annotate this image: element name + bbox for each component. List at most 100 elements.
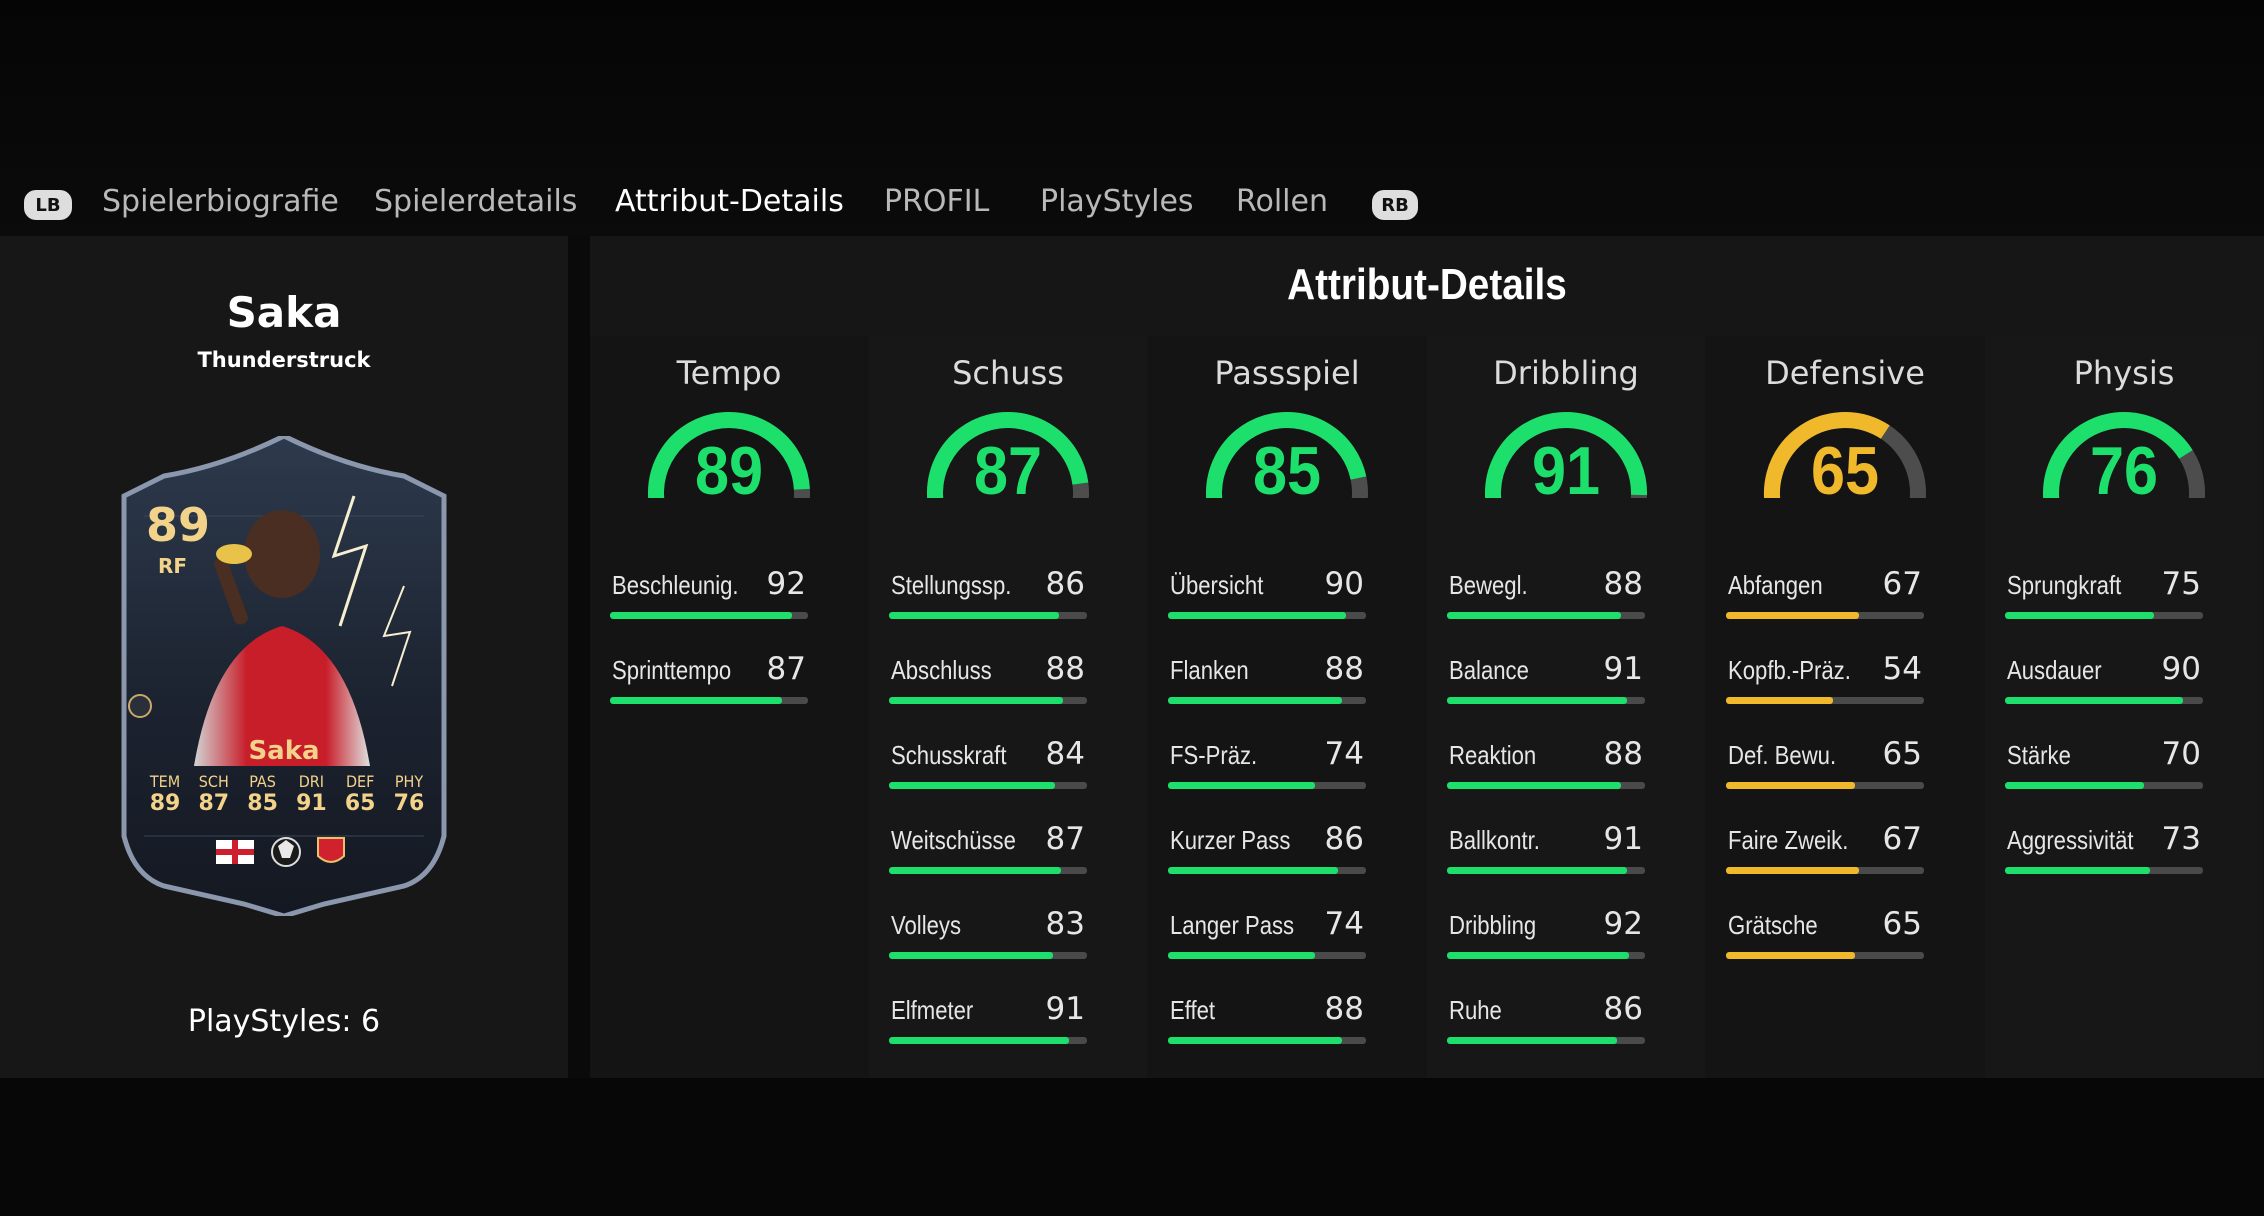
attribute-title: Attribut-Details <box>1287 260 1567 309</box>
tab-spielerdetails[interactable]: Spielerdetails <box>374 184 578 219</box>
tab-rollen[interactable]: Rollen <box>1236 184 1328 219</box>
player-card[interactable]: 89 RF Saka TEM 89 SCH 87 PAS 85 DRI 91 DEF 65… <box>104 436 464 916</box>
attribute-value: 83 <box>1045 906 1085 942</box>
attribute-bar-track <box>1726 697 1924 704</box>
attribute-bar-fill <box>1726 782 1855 789</box>
attribute-row: Balance 91 <box>1447 651 1645 711</box>
attribute-bar-fill <box>1726 697 1833 704</box>
attribute-bar-fill <box>1447 782 1622 789</box>
attribute-value: 65 <box>1882 906 1922 942</box>
attribute-value: 87 <box>1045 821 1085 857</box>
attribute-bar-track <box>1726 612 1924 619</box>
attribute-name: Aggressivität <box>2007 825 2134 855</box>
card-frame <box>121 436 447 916</box>
attribute-name: Stärke <box>2007 740 2071 770</box>
category-title: Defensive <box>1765 354 1925 392</box>
attribute-bar-fill <box>610 612 793 619</box>
attribute-value: 91 <box>1603 651 1643 687</box>
attribute-bar-fill <box>1726 867 1859 874</box>
playstyles-count: PlayStyles: 6 <box>187 1004 381 1039</box>
attribute-name: Dribbling <box>1449 910 1537 940</box>
tab-spielerbiografie[interactable]: Spielerbiografie <box>102 184 339 219</box>
card-stat-value: 76 <box>393 791 425 816</box>
card-stat: DRI 91 <box>288 772 334 816</box>
card-stat: TEM 89 <box>142 772 188 816</box>
attribute-value: 88 <box>1324 651 1364 687</box>
attribute-bar-fill <box>1447 697 1628 704</box>
attribute-name: Kopfb.-Präz. <box>1728 655 1851 685</box>
card-stat-value: 91 <box>296 791 327 816</box>
category-gauge <box>1206 411 1368 498</box>
attribute-bar-fill <box>1168 1037 1343 1044</box>
attribute-bar-fill <box>1447 952 1630 959</box>
attribute-bar-fill <box>889 1037 1070 1044</box>
attribute-bar-fill <box>1447 612 1622 619</box>
category-gauge <box>927 411 1089 498</box>
attribute-bar-track <box>1447 952 1645 959</box>
attribute-name: Übersicht <box>1170 570 1264 600</box>
attribute-bar-track <box>2005 782 2203 789</box>
attribute-bar-fill <box>610 697 783 704</box>
attribute-value: 65 <box>1882 736 1922 772</box>
attribute-name: Reaktion <box>1449 740 1537 770</box>
attribute-value: 67 <box>1882 821 1922 857</box>
attribute-row: Flanken 88 <box>1168 651 1366 711</box>
attribute-bar-fill <box>1168 867 1339 874</box>
tab-playstyles[interactable]: PlayStyles <box>1040 184 1194 219</box>
attribute-row: Kurzer Pass 86 <box>1168 821 1366 881</box>
attribute-row: Ausdauer 90 <box>2005 651 2203 711</box>
premier-league-icon <box>271 837 301 867</box>
attribute-bar-track <box>1447 1037 1645 1044</box>
card-stat: PAS 85 <box>240 772 286 816</box>
attribute-row: Def. Bewu. 65 <box>1726 736 1924 796</box>
card-stats: TEM 89 SCH 87 PAS 85 DRI 91 DEF 65 PHY 76 <box>142 772 432 816</box>
attribute-bar-fill <box>889 697 1064 704</box>
attribute-value: 91 <box>1045 991 1085 1027</box>
category-gauge <box>1764 411 1926 498</box>
rb-bumper-button[interactable]: RB <box>1372 190 1418 220</box>
attribute-bar-fill <box>889 867 1062 874</box>
attribute-bar-track <box>889 1037 1087 1044</box>
attribute-value: 54 <box>1882 651 1922 687</box>
card-stat-key: PHY <box>394 772 424 791</box>
card-stat-key: SCH <box>198 772 229 791</box>
attribute-row: FS-Präz. 74 <box>1168 736 1366 796</box>
attribute-column-defensive: Defensive 65 Abfangen 67 Kopfb.-Präz. 54 Def. … <box>1706 336 1984 1078</box>
attribute-bar-fill <box>2005 867 2150 874</box>
tab-profil[interactable]: PROFIL <box>884 184 990 219</box>
card-stat-value: 87 <box>198 791 230 816</box>
attribute-bar-track <box>1168 867 1366 874</box>
gauge-fill <box>1485 412 1647 498</box>
attribute-bar-track <box>610 697 808 704</box>
card-stat-key: TEM <box>149 772 181 791</box>
attribute-value: 75 <box>2161 566 2201 602</box>
attribute-name: Ruhe <box>1449 995 1502 1025</box>
category-rating: 91 <box>1531 433 1601 509</box>
card-badges <box>216 837 345 867</box>
attribute-name: Ausdauer <box>2007 655 2102 685</box>
attribute-name: Langer Pass <box>1170 910 1295 940</box>
england-flag-icon <box>216 840 254 864</box>
category-rating: 76 <box>2089 433 2159 509</box>
tab-attribut-details[interactable]: Attribut-Details <box>615 184 844 219</box>
player-panel: Saka Thunderstruck <box>0 236 568 1078</box>
attribute-row: Elfmeter 91 <box>889 991 1087 1051</box>
attribute-value: 88 <box>1324 991 1364 1027</box>
attribute-bar-fill <box>1447 1037 1618 1044</box>
lb-bumper-button[interactable]: LB <box>24 190 72 220</box>
attribute-bar-fill <box>889 612 1060 619</box>
attribute-bar-track <box>1168 612 1366 619</box>
attribute-row: Abschluss 88 <box>889 651 1087 711</box>
card-stat-value: 65 <box>344 791 376 816</box>
attribute-bar-track <box>1447 782 1645 789</box>
attribute-name: Sprungkraft <box>2007 570 2122 600</box>
attribute-header: Attribut-Details <box>590 236 2264 336</box>
category-gauge <box>648 411 810 498</box>
attribute-row: Bewegl. 88 <box>1447 566 1645 626</box>
attribute-column-physis: Physis 76 Sprungkraft 75 Ausdauer 90 Stärke 70 A… <box>1985 336 2263 1078</box>
attribute-name: Abschluss <box>891 655 992 685</box>
attribute-bar-track <box>1726 782 1924 789</box>
attribute-value: 67 <box>1882 566 1922 602</box>
attribute-name: Balance <box>1449 655 1529 685</box>
attribute-bar-fill <box>1168 952 1315 959</box>
